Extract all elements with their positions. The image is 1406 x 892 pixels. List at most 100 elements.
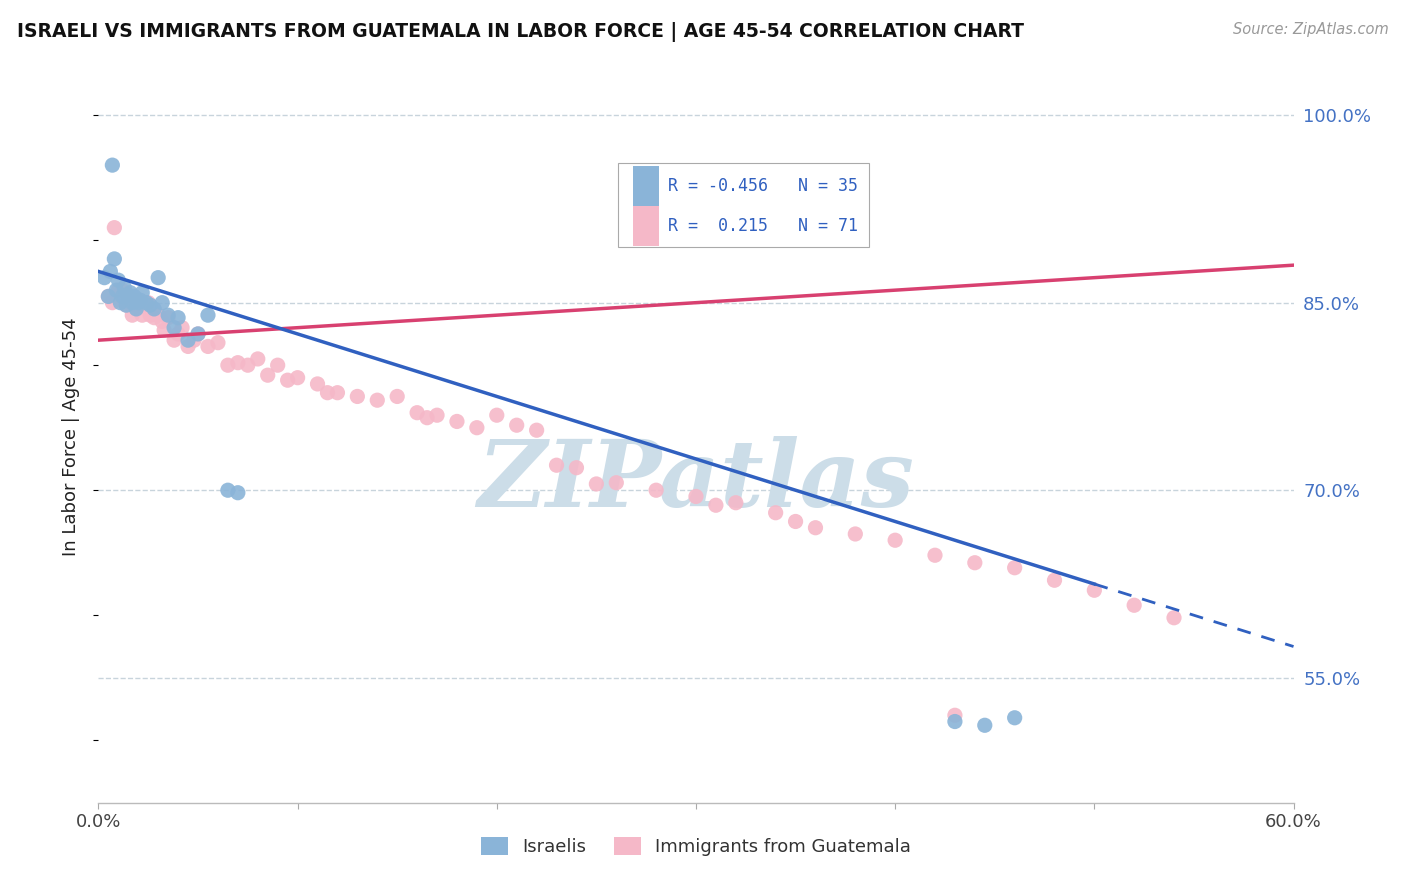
Point xyxy=(107,283,129,297)
Point xyxy=(326,385,349,400)
Point xyxy=(197,308,219,322)
Text: R = -0.456   N = 35: R = -0.456 N = 35 xyxy=(668,178,859,195)
Point xyxy=(724,496,747,510)
Point xyxy=(136,295,159,310)
Point xyxy=(307,376,329,391)
Point xyxy=(884,533,907,548)
Point xyxy=(121,295,143,310)
Point xyxy=(163,320,186,334)
Point xyxy=(143,301,166,316)
Point xyxy=(446,414,468,428)
Point xyxy=(277,373,299,387)
Point xyxy=(148,270,170,285)
Point xyxy=(101,158,124,172)
Point xyxy=(177,333,200,347)
Point xyxy=(785,515,807,529)
Point xyxy=(157,310,180,325)
Point xyxy=(187,326,209,341)
Point xyxy=(316,385,339,400)
Point xyxy=(110,295,132,310)
Legend: Israelis, Immigrants from Guatemala: Israelis, Immigrants from Guatemala xyxy=(474,830,918,863)
Point xyxy=(217,358,239,372)
Point xyxy=(704,498,727,512)
Point xyxy=(150,295,173,310)
Point xyxy=(124,295,146,310)
Point xyxy=(143,310,166,325)
Point xyxy=(157,308,180,322)
Point xyxy=(135,295,157,310)
Point xyxy=(93,270,115,285)
Point xyxy=(973,718,995,732)
Point xyxy=(385,389,409,403)
Text: ZIPatlas: ZIPatlas xyxy=(478,436,914,526)
Point xyxy=(135,298,157,312)
Point xyxy=(167,310,190,325)
Point xyxy=(1163,611,1185,625)
FancyBboxPatch shape xyxy=(619,163,869,247)
Point xyxy=(1123,599,1146,613)
Point xyxy=(485,408,508,422)
Point xyxy=(115,298,138,312)
Point xyxy=(187,326,209,341)
Point xyxy=(107,273,129,287)
Point xyxy=(117,288,139,302)
Point xyxy=(685,490,707,504)
Point xyxy=(163,333,186,347)
Point xyxy=(131,285,153,300)
Point xyxy=(139,298,162,312)
Point xyxy=(943,714,966,729)
Point xyxy=(105,283,128,297)
Point xyxy=(565,460,588,475)
Point xyxy=(585,477,607,491)
Point xyxy=(127,293,149,308)
Point xyxy=(172,320,194,334)
Point xyxy=(346,389,368,403)
Point xyxy=(101,295,124,310)
Point xyxy=(125,301,148,316)
Point xyxy=(605,475,627,490)
Point xyxy=(125,298,148,312)
Point xyxy=(115,298,138,312)
Text: ISRAELI VS IMMIGRANTS FROM GUATEMALA IN LABOR FORCE | AGE 45-54 CORRELATION CHAR: ISRAELI VS IMMIGRANTS FROM GUATEMALA IN … xyxy=(17,22,1024,42)
Point xyxy=(131,308,153,322)
Point xyxy=(153,323,176,337)
Point xyxy=(111,289,134,303)
Point xyxy=(1004,560,1026,574)
Point xyxy=(406,406,429,420)
Point xyxy=(117,289,139,303)
Point xyxy=(804,521,827,535)
Point xyxy=(98,264,122,278)
Point xyxy=(287,370,309,384)
Point xyxy=(177,339,200,353)
Text: Source: ZipAtlas.com: Source: ZipAtlas.com xyxy=(1233,22,1389,37)
Point xyxy=(844,527,866,541)
Point xyxy=(267,358,290,372)
Point xyxy=(1004,711,1026,725)
Point xyxy=(124,289,146,303)
Point xyxy=(127,295,149,310)
Point xyxy=(526,423,548,437)
Text: R =  0.215   N = 71: R = 0.215 N = 71 xyxy=(668,217,859,235)
Point xyxy=(97,289,120,303)
Point xyxy=(426,408,449,422)
Point xyxy=(506,418,529,433)
Point xyxy=(197,339,219,353)
Point xyxy=(103,220,125,235)
Point xyxy=(246,351,269,366)
Point xyxy=(645,483,668,498)
Point xyxy=(1083,583,1105,598)
Point xyxy=(167,326,190,341)
Point xyxy=(120,285,142,300)
Point xyxy=(111,283,134,297)
Point xyxy=(217,483,239,498)
Point xyxy=(236,358,259,372)
Point xyxy=(963,556,986,570)
Point xyxy=(139,308,162,322)
FancyBboxPatch shape xyxy=(633,166,659,206)
Point xyxy=(103,252,125,266)
Y-axis label: In Labor Force | Age 45-54: In Labor Force | Age 45-54 xyxy=(62,318,80,557)
Point xyxy=(183,333,205,347)
Point xyxy=(112,280,135,294)
Point xyxy=(366,393,388,408)
Point xyxy=(765,506,787,520)
